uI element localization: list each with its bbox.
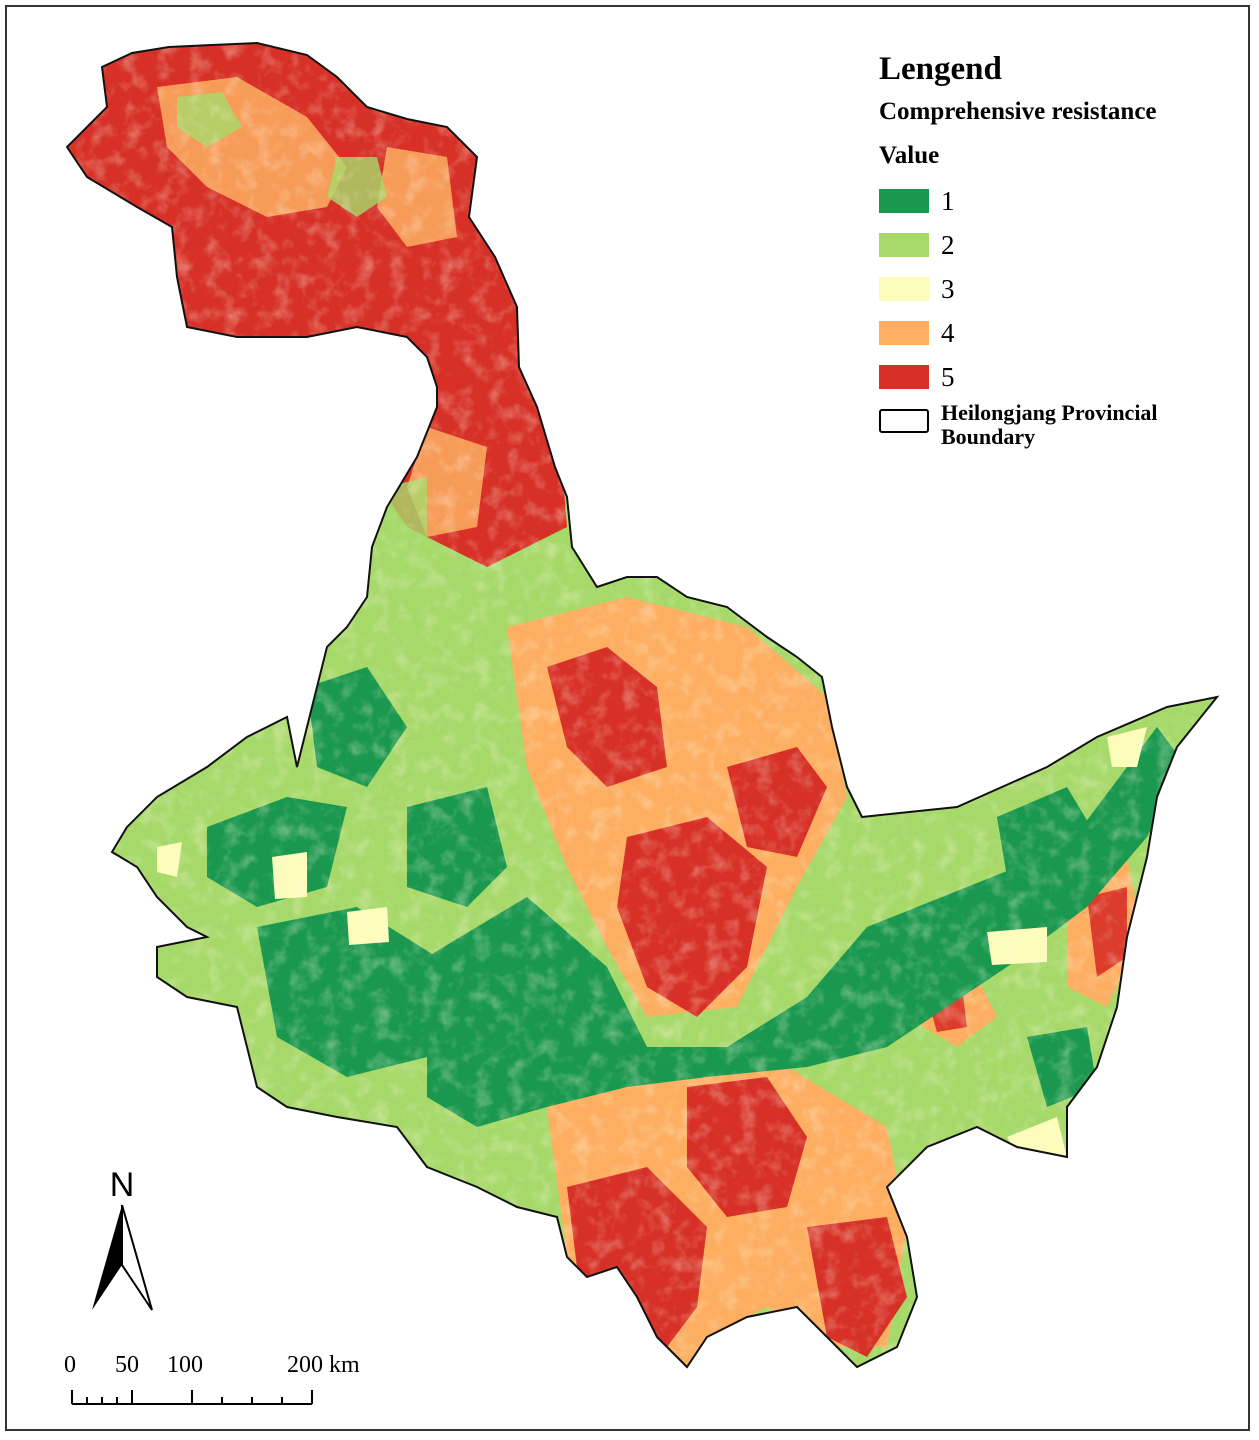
legend-boundary-entry: Heilongjang Provincial Boundary bbox=[879, 401, 1239, 449]
scale-label-100: 100 bbox=[167, 1352, 203, 1378]
scale-label-50: 50 bbox=[115, 1352, 139, 1378]
boundary-label: Heilongjang Provincial Boundary bbox=[941, 400, 1158, 449]
legend-class-1: 1 bbox=[879, 179, 1239, 223]
scale-label-200: 200 km bbox=[287, 1352, 360, 1378]
scale-bar: 0 50 100 200 km bbox=[62, 1352, 392, 1412]
legend-title: Lengend bbox=[879, 51, 1002, 87]
legend-swatch-1 bbox=[879, 189, 929, 213]
scale-label-0: 0 bbox=[64, 1352, 76, 1378]
scale-ticks bbox=[71, 1390, 313, 1405]
legend: Lengend Comprehensive resistance Value 1… bbox=[879, 49, 1239, 449]
legend-classes: 1 2 3 4 5 bbox=[879, 179, 1239, 399]
resistance-map bbox=[66, 42, 1218, 1368]
north-arrow-icon bbox=[92, 1205, 153, 1311]
legend-label-2: 2 bbox=[941, 229, 955, 260]
map-frame: Lengend Comprehensive resistance Value 1… bbox=[5, 5, 1250, 1431]
legend-field-label: Value bbox=[879, 142, 940, 169]
boundary-swatch bbox=[879, 409, 929, 433]
legend-subtitle: Comprehensive resistance bbox=[879, 98, 1157, 125]
legend-swatch-4 bbox=[879, 321, 929, 345]
legend-label-1: 1 bbox=[941, 185, 955, 216]
legend-class-2: 2 bbox=[879, 223, 1239, 267]
legend-label-3: 3 bbox=[941, 273, 955, 304]
north-arrow: N bbox=[87, 1167, 157, 1317]
legend-swatch-3 bbox=[879, 277, 929, 301]
legend-class-4: 4 bbox=[879, 311, 1239, 355]
legend-class-5: 5 bbox=[879, 355, 1239, 399]
legend-swatch-5 bbox=[879, 365, 929, 389]
legend-label-5: 5 bbox=[941, 361, 955, 392]
legend-class-3: 3 bbox=[879, 267, 1239, 311]
north-letter: N bbox=[109, 1166, 135, 1204]
legend-swatch-2 bbox=[879, 233, 929, 257]
legend-label-4: 4 bbox=[941, 317, 955, 348]
